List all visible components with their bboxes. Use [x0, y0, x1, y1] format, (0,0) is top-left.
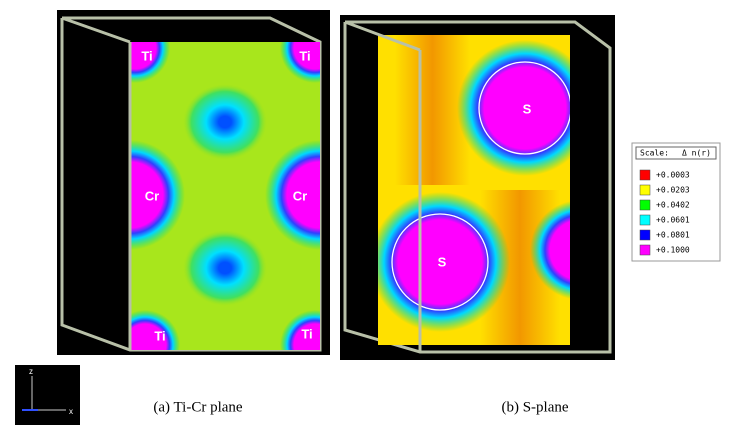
caption: (b) S-plane: [501, 399, 568, 415]
atom-label: S: [523, 101, 532, 116]
legend-swatch: [639, 184, 651, 196]
axis-label: z: [29, 367, 33, 376]
legend-swatch: [639, 199, 651, 211]
atom-density: [457, 40, 570, 176]
atom-density: [130, 42, 170, 83]
density-minimum: [183, 230, 267, 306]
atom-density: [265, 140, 320, 250]
legend-label: +0.1000: [656, 246, 690, 255]
atom-label: Cr: [293, 188, 307, 203]
cell-edge: [61, 16, 131, 44]
legend-items: +0.0003 +0.0203 +0.0402 +0.0601 +0.0801 +0.10…: [639, 169, 690, 256]
atom-label: Ti: [141, 48, 152, 63]
atom-label: Ti: [299, 48, 310, 63]
isoline: [391, 213, 489, 311]
atom-label: Cr: [145, 188, 159, 203]
cell-edge: [344, 20, 421, 52]
legend-label: +0.0801: [656, 231, 690, 240]
axis-label: x: [69, 407, 73, 416]
atoms: [378, 40, 570, 332]
atom-label: S: [438, 254, 447, 269]
cell-wireframe: [343, 20, 612, 354]
legend-label: +0.0203: [656, 186, 690, 195]
atom-label: Ti: [301, 326, 312, 341]
atom-density: [130, 310, 180, 350]
legend-quantity: Δ n(r): [682, 149, 711, 158]
atom-density: [378, 192, 510, 332]
atoms: [130, 42, 320, 350]
legend-swatch: [639, 244, 651, 256]
atom-density: [280, 42, 320, 83]
atom-density: [280, 310, 320, 350]
legend-label: +0.0003: [656, 171, 690, 180]
axes-triad: [15, 365, 80, 425]
legend-swatch: [639, 229, 651, 241]
legend-swatch: [639, 214, 651, 226]
density-minimum: [183, 84, 267, 160]
caption: (a) Ti-Cr plane: [153, 399, 243, 415]
legend-label: +0.0601: [656, 216, 690, 225]
legend-label: +0.0402: [656, 201, 690, 210]
atom-density: [130, 140, 185, 250]
atom-density: [530, 201, 570, 299]
isoline: [478, 61, 570, 155]
atom-label: Ti: [154, 328, 165, 343]
legend-header: [635, 146, 717, 160]
legend-title: Scale:: [640, 149, 669, 158]
legend-swatch: [639, 169, 651, 181]
